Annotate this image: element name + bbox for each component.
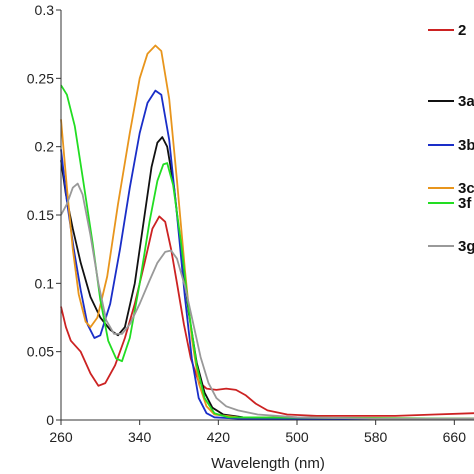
legend-label-2: 2	[458, 22, 466, 39]
y-tick-label: 0	[46, 412, 54, 428]
series-line-3b	[60, 89, 474, 420]
y-tick-label: 0.2	[35, 139, 55, 155]
y-tick-label: 0.3	[35, 2, 55, 18]
legend-label-3c: 3c	[458, 180, 474, 197]
legend-label-3a: 3a	[458, 93, 474, 110]
legend-label-3f: 3f	[458, 195, 472, 212]
x-tick-label: 500	[285, 429, 309, 445]
legend-label-3b: 3b	[458, 137, 474, 154]
x-axis-title: Wavelength (nm)	[211, 455, 325, 472]
legend-label-3g: 3g	[458, 238, 474, 255]
series-line-3f	[60, 84, 474, 420]
series-line-3a	[60, 136, 474, 420]
y-tick-label: 0.25	[27, 70, 54, 86]
x-tick-label: 580	[364, 429, 388, 445]
x-tick-label: 260	[49, 429, 73, 445]
axes: 0 0.05 0.1 0.15 0.2 0.25 0.3 260 340 420 500 580 660	[27, 2, 474, 445]
series-line-3c	[60, 44, 474, 420]
y-tick-label: 0.1	[35, 275, 55, 291]
series-line-3g	[60, 182, 474, 420]
y-tick-label: 0.15	[27, 207, 54, 223]
series-line-2	[60, 215, 474, 417]
y-tick-label: 0.05	[27, 344, 54, 360]
series-curves	[60, 44, 474, 420]
x-tick-label: 660	[443, 429, 467, 445]
x-tick-label: 340	[128, 429, 152, 445]
x-tick-label: 420	[207, 429, 231, 445]
